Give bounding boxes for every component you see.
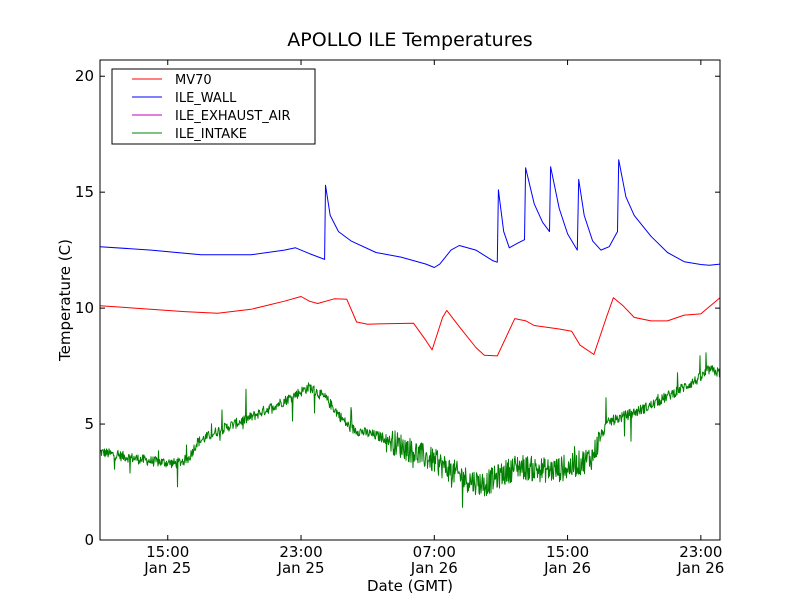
y-tick-label: 10 bbox=[75, 299, 94, 317]
plot-area bbox=[100, 159, 720, 508]
x-tick-label-time: 23:00 bbox=[279, 543, 322, 561]
legend: MV70 ILE_WALL ILE_EXHAUST_AIR ILE_INTAKE bbox=[111, 68, 316, 145]
y-axis-label: Temperature (C) bbox=[56, 239, 74, 362]
legend-box bbox=[111, 68, 316, 145]
series-line-ile-wall bbox=[100, 159, 720, 268]
y-tick-label: 5 bbox=[84, 415, 94, 433]
y-tick-label: 0 bbox=[84, 531, 94, 549]
series-line-ile-intake bbox=[100, 352, 720, 508]
x-axis-label: Date (GMT) bbox=[367, 577, 453, 595]
legend-label-ile-wall: ILE_WALL bbox=[175, 91, 237, 106]
series-line-mv70 bbox=[100, 296, 720, 357]
x-tick-label-time: 15:00 bbox=[546, 543, 589, 561]
x-tick-label-time: 23:00 bbox=[679, 543, 722, 561]
y-tick-label: 15 bbox=[75, 183, 94, 201]
x-tick-label-time: 15:00 bbox=[146, 543, 189, 561]
x-tick-label-date: Jan 26 bbox=[543, 559, 591, 577]
x-tick-label-date: Jan 26 bbox=[676, 559, 724, 577]
legend-label-mv70: MV70 bbox=[175, 73, 212, 88]
x-tick-label-time: 07:00 bbox=[413, 543, 456, 561]
x-tick-label-date: Jan 26 bbox=[410, 559, 458, 577]
y-tick-label: 20 bbox=[75, 67, 94, 85]
legend-label-ile-exhaust-air: ILE_EXHAUST_AIR bbox=[175, 109, 291, 124]
legend-label-ile-intake: ILE_INTAKE bbox=[175, 127, 247, 142]
x-tick-label-date: Jan 25 bbox=[277, 559, 325, 577]
x-tick-label-date: Jan 25 bbox=[143, 559, 191, 577]
plot-frame bbox=[99, 59, 721, 541]
chart-title: APOLLO ILE Temperatures bbox=[287, 29, 532, 51]
y-axis: 0 5 10 15 20 bbox=[75, 67, 720, 549]
